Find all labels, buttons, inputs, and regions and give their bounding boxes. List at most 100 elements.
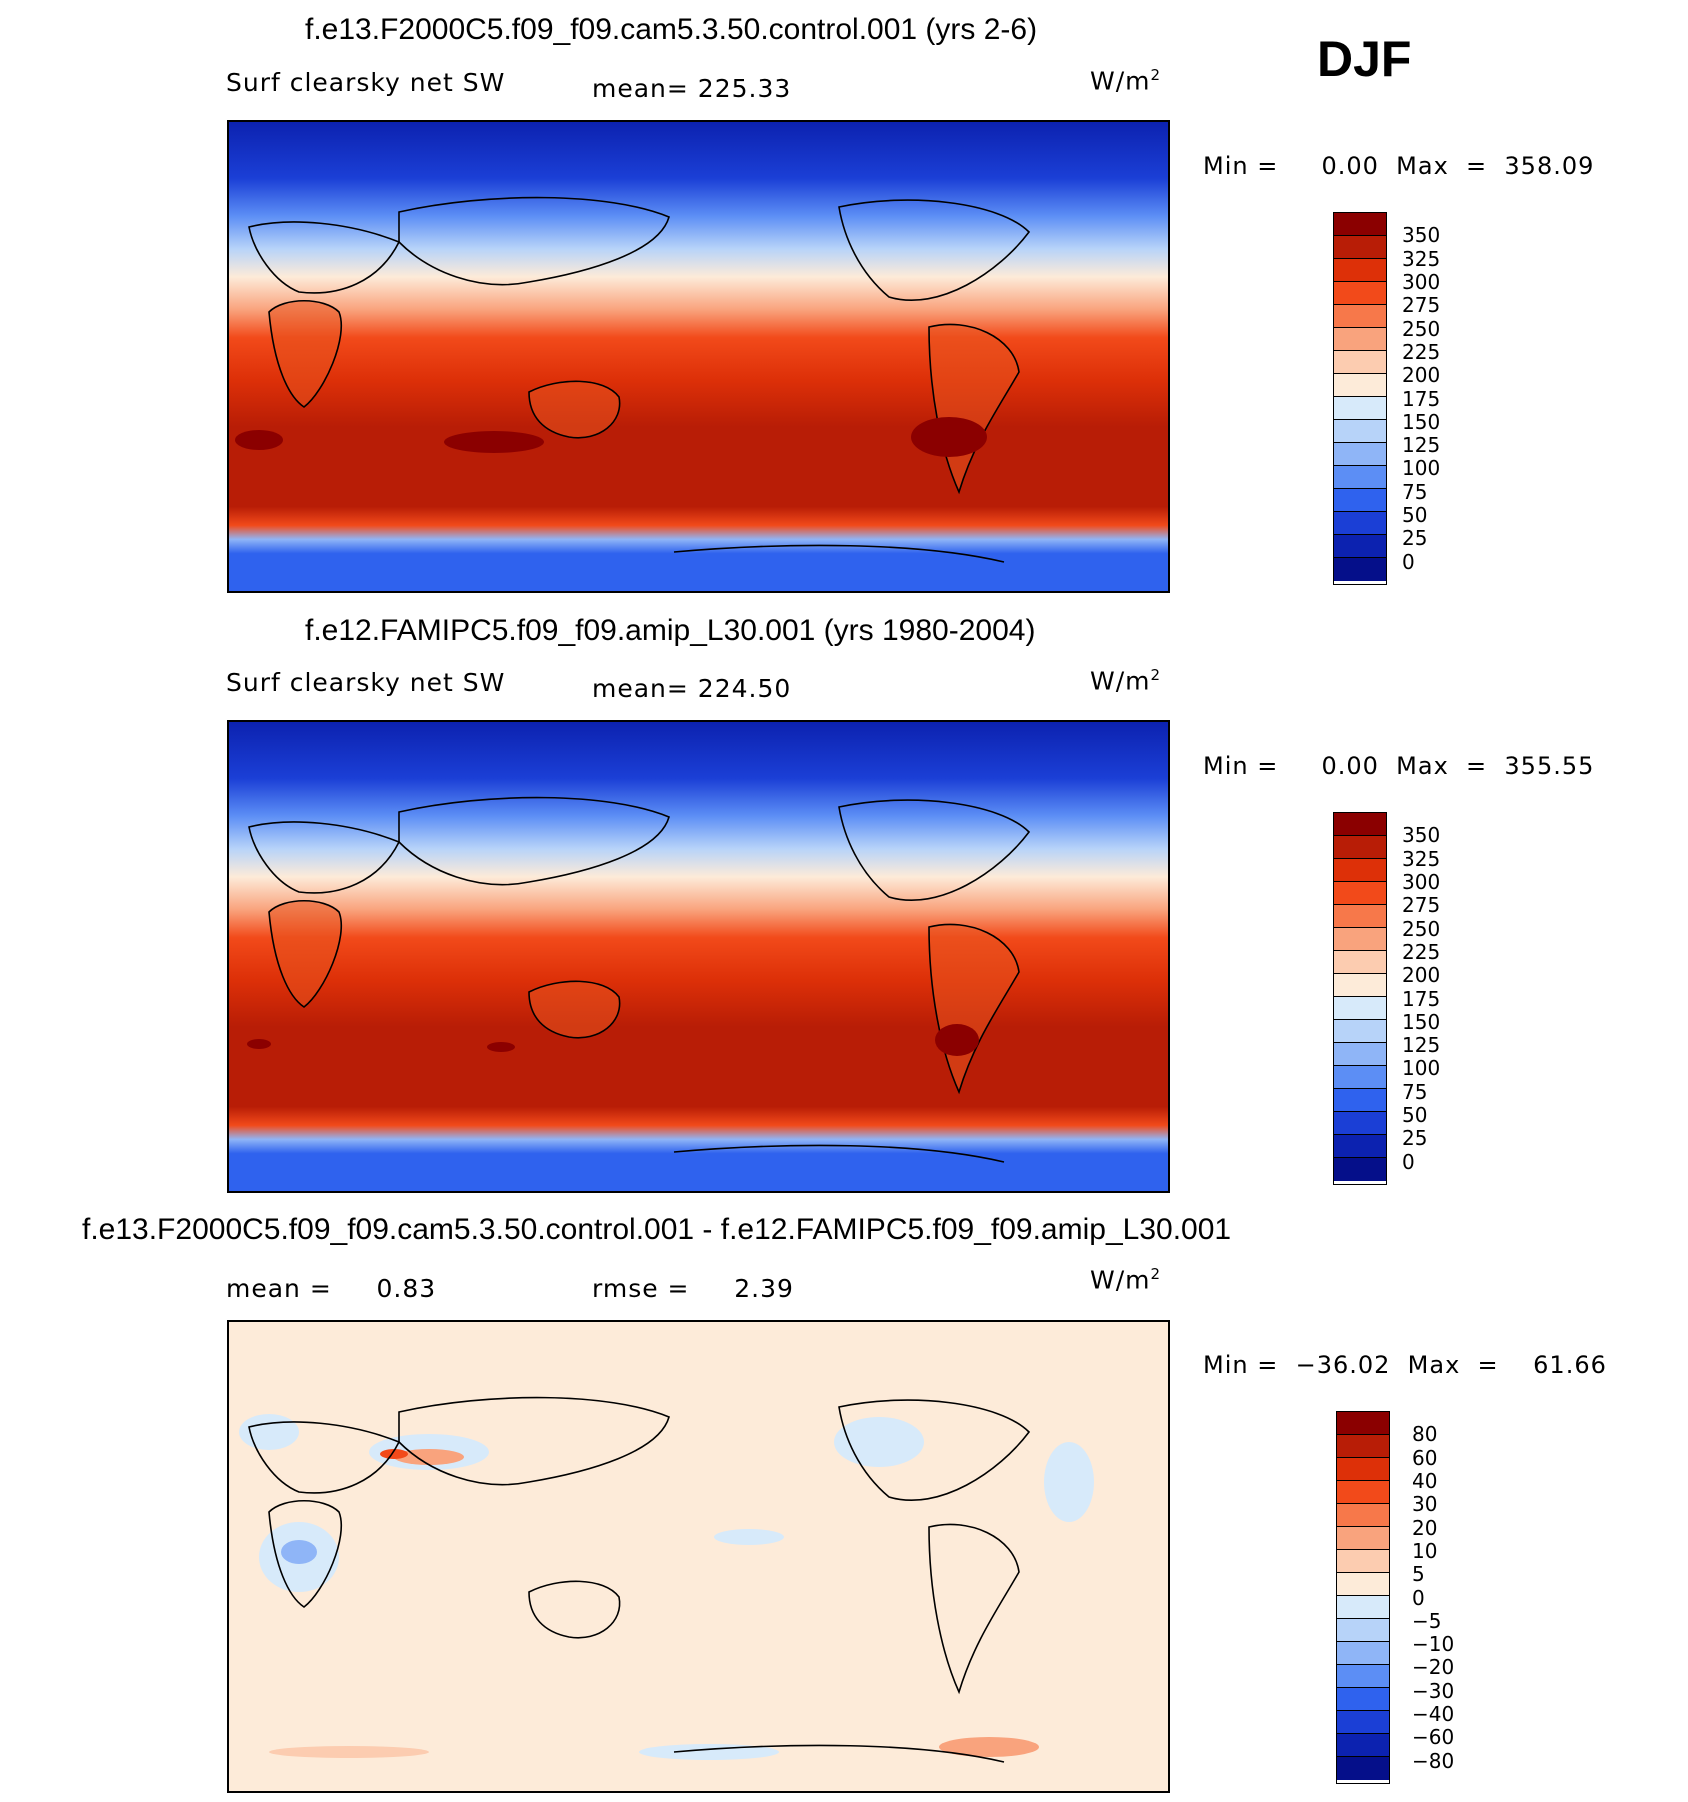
panel-3-anomaly-patches	[229, 1414, 1168, 1791]
colorbar-cell	[1337, 1642, 1389, 1665]
panel-3-map	[227, 1320, 1170, 1793]
colorbar-tick-label: 100	[1402, 1056, 1441, 1081]
colorbar-cell	[1334, 512, 1386, 535]
colorbar-tick-label: 325	[1402, 846, 1441, 871]
colorbar-cell	[1337, 1481, 1389, 1504]
panel-2-map-svg	[229, 722, 1168, 1191]
colorbar-tick-label: 200	[1402, 363, 1441, 388]
colorbar-cell	[1334, 328, 1386, 351]
colorbar-cell	[1334, 1158, 1386, 1181]
colorbar-cell	[1334, 882, 1386, 905]
colorbar-cell	[1337, 1711, 1389, 1734]
colorbar-tick-label: 250	[1402, 316, 1441, 341]
colorbar-tick-label: 150	[1402, 409, 1441, 434]
colorbar-cell	[1337, 1619, 1389, 1642]
colorbar-tick-label: 275	[1402, 293, 1441, 318]
colorbar-tick-label: 275	[1402, 893, 1441, 918]
colorbar-tick-label: −60	[1412, 1725, 1455, 1750]
season-label: DJF	[1317, 31, 1412, 87]
panel-2-minmax: Min = 0.00 Max = 355.55	[1203, 752, 1595, 780]
colorbar-tick-label: −30	[1412, 1678, 1455, 1703]
colorbar-cell	[1334, 1135, 1386, 1158]
panel-1-variable: Surf clearsky net SW	[226, 68, 506, 97]
colorbar-tick-label: 350	[1402, 223, 1441, 248]
colorbar-tick-label: 200	[1402, 963, 1441, 988]
colorbar-cell	[1334, 1112, 1386, 1135]
colorbar-cell	[1334, 489, 1386, 512]
panel-1-units: W/m2	[1090, 66, 1162, 96]
panel-2-mean: mean= 224.50	[592, 674, 792, 703]
panel-1-mean: mean= 225.33	[592, 74, 792, 103]
colorbar-cell	[1337, 1688, 1389, 1711]
colorbar-cell	[1334, 997, 1386, 1020]
colorbar-tick-label: 50	[1402, 503, 1428, 528]
colorbar-tick-label: 75	[1402, 479, 1428, 504]
panel-3-rmse: rmse = 2.39	[592, 1274, 794, 1303]
panel-1-map-svg	[229, 122, 1168, 591]
colorbar-tick-label: 225	[1402, 339, 1441, 364]
panel-3-coastlines	[248, 1396, 1031, 1763]
colorbar-tick-label: 350	[1402, 823, 1441, 848]
panel-2-units: W/m2	[1090, 666, 1162, 696]
colorbar-tick-label: 60	[1412, 1445, 1438, 1470]
colorbar-tick-label: 25	[1402, 526, 1428, 551]
colorbar-cell	[1334, 974, 1386, 997]
colorbar-cell	[1334, 905, 1386, 928]
colorbar-tick-label: −5	[1412, 1608, 1442, 1633]
panel-3-units: W/m2	[1090, 1265, 1162, 1295]
colorbar-tick-label: 325	[1402, 246, 1441, 271]
panel-1-map	[227, 120, 1170, 593]
colorbar-cell	[1334, 1089, 1386, 1112]
colorbar-cell	[1334, 213, 1386, 236]
colorbar-cell	[1334, 1020, 1386, 1043]
colorbar-tick-label: 125	[1402, 1033, 1441, 1058]
panel-2-title: f.e12.FAMIPC5.f09_f09.amip_L30.001 (yrs …	[305, 614, 1036, 647]
colorbar-cell	[1337, 1550, 1389, 1573]
colorbar-tick-label: −10	[1412, 1632, 1455, 1657]
colorbar-tick-label: 250	[1402, 916, 1441, 941]
colorbar-tick-label: 225	[1402, 939, 1441, 964]
colorbar-cell	[1334, 558, 1386, 581]
colorbar-cell	[1334, 282, 1386, 305]
colorbar-tick-label: 25	[1402, 1126, 1428, 1151]
colorbar-cell	[1334, 443, 1386, 466]
colorbar-tick-label: 0	[1412, 1585, 1425, 1610]
colorbar-tick-label: 0	[1402, 1149, 1415, 1174]
colorbar-tick-label: 5	[1412, 1562, 1425, 1587]
colorbar-cell	[1334, 259, 1386, 282]
colorbar-cell	[1334, 535, 1386, 558]
colorbar-tick-label: 50	[1402, 1103, 1428, 1128]
colorbar-cell	[1337, 1412, 1389, 1435]
colorbar-tick-label: −40	[1412, 1702, 1455, 1727]
colorbar-cell	[1334, 466, 1386, 489]
colorbar-tick-label: −80	[1412, 1748, 1455, 1773]
panel-3-title: f.e13.F2000C5.f09_f09.cam5.3.50.control.…	[82, 1213, 1232, 1246]
colorbar-cell	[1337, 1734, 1389, 1757]
colorbar-tick-label: 300	[1402, 269, 1441, 294]
colorbar-tick-label: 175	[1402, 386, 1441, 411]
panel-3-mean: mean = 0.83	[226, 1274, 437, 1303]
colorbar-tick-label: 125	[1402, 433, 1441, 458]
panel-2-colorbar	[1333, 812, 1387, 1185]
colorbar-tick-label: 40	[1412, 1468, 1438, 1493]
colorbar-cell	[1334, 236, 1386, 259]
panel-2-map	[227, 720, 1170, 1193]
colorbar-cell	[1337, 1504, 1389, 1527]
colorbar-tick-label: 30	[1412, 1492, 1438, 1517]
colorbar-tick-label: 75	[1402, 1079, 1428, 1104]
panel-3-map-svg	[229, 1322, 1168, 1791]
colorbar-cell	[1334, 305, 1386, 328]
panel-1-colorbar	[1333, 212, 1387, 585]
colorbar-tick-label: 300	[1402, 869, 1441, 894]
colorbar-tick-label: 100	[1402, 456, 1441, 481]
colorbar-tick-label: 0	[1402, 549, 1415, 574]
colorbar-cell	[1337, 1458, 1389, 1481]
panel-3-minmax: Min = −36.02 Max = 61.66	[1203, 1351, 1607, 1379]
colorbar-cell	[1334, 951, 1386, 974]
colorbar-cell	[1334, 836, 1386, 859]
colorbar-cell	[1337, 1573, 1389, 1596]
colorbar-cell	[1334, 397, 1386, 420]
colorbar-tick-label: 10	[1412, 1538, 1438, 1563]
colorbar-cell	[1337, 1757, 1389, 1780]
colorbar-tick-label: 175	[1402, 986, 1441, 1011]
